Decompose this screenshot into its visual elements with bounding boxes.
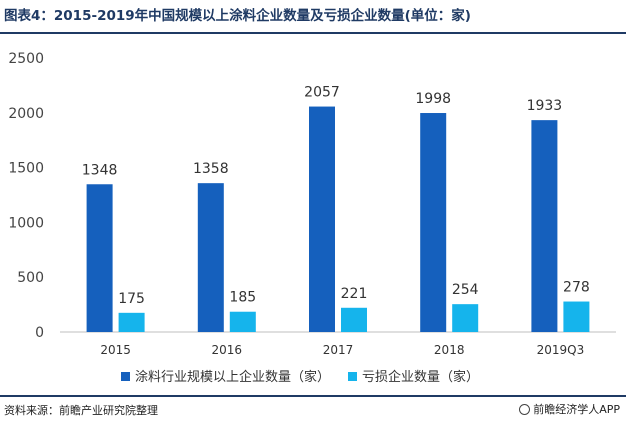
y-tick-label: 1000 <box>8 215 44 231</box>
data-label: 185 <box>229 290 256 306</box>
legend-label-enterprise: 涂料行业规模以上企业数量（家） <box>135 369 330 385</box>
data-label: 2057 <box>304 85 340 101</box>
bar-chart: 0 500 1000 1500 2000 2500 1348 175 2015 1358 185 20… <box>8 51 616 385</box>
x-tick-label: 2015 <box>100 343 131 357</box>
data-label: 221 <box>341 286 368 302</box>
data-label: 1998 <box>415 91 451 107</box>
data-label: 1933 <box>527 98 563 114</box>
brand-logo-icon <box>519 404 531 415</box>
y-tick-label: 2000 <box>8 106 44 122</box>
x-tick-label: 2019Q3 <box>537 343 585 357</box>
data-label: 1358 <box>193 161 229 177</box>
data-label: 175 <box>118 291 145 307</box>
brand-label: 前瞻经济学人APP <box>533 403 620 416</box>
legend-swatch-loss <box>348 372 357 381</box>
source-note: 资料来源：前瞻产业研究院整理 <box>4 404 158 417</box>
y-tick-label: 1500 <box>8 161 44 177</box>
bar-loss-count <box>563 301 590 332</box>
chart-title: 图表4：2015-2019年中国规模以上涂料企业数量及亏损企业数量(单位：家) <box>4 8 471 24</box>
legend-swatch-enterprise <box>121 372 130 381</box>
title-rule <box>0 32 626 34</box>
footer-rule <box>0 395 626 397</box>
x-tick-label: 2017 <box>323 343 354 357</box>
legend-label-loss: 亏损企业数量（家） <box>362 369 479 385</box>
bar-enterprise-count <box>309 106 335 333</box>
data-label: 1348 <box>82 162 118 178</box>
x-tick-label: 2018 <box>434 343 465 357</box>
bar-enterprise-count <box>531 120 558 332</box>
y-tick-label: 2500 <box>8 51 44 67</box>
brand-credit: 前瞻经济学人APP <box>519 401 620 417</box>
y-tick-label: 0 <box>35 325 44 341</box>
bar-loss-count <box>341 307 367 332</box>
data-label: 254 <box>452 282 479 298</box>
y-tick-label: 500 <box>17 270 44 286</box>
bar-loss-count <box>118 312 145 332</box>
bar-loss-count <box>452 304 479 332</box>
data-label: 278 <box>563 280 590 296</box>
x-tick-label: 2016 <box>212 343 243 357</box>
bar-loss-count <box>229 311 256 332</box>
bar-enterprise-count <box>197 183 224 332</box>
bar-enterprise-count <box>420 113 447 333</box>
bar-enterprise-count <box>86 184 113 332</box>
